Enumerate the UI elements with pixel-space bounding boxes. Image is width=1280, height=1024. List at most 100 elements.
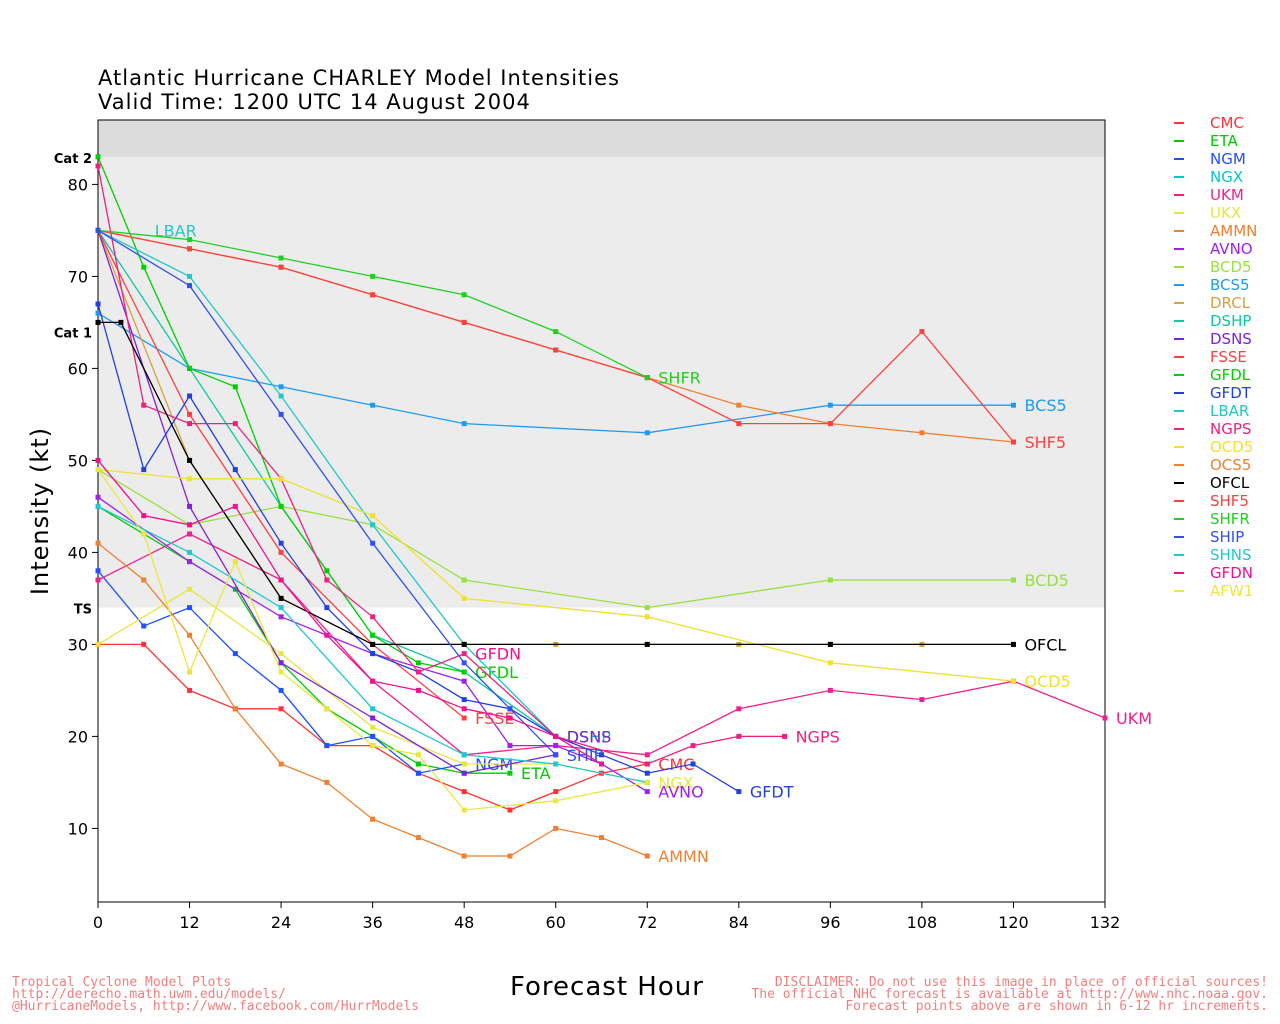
- data-point: [461, 641, 467, 647]
- data-point: [187, 421, 193, 427]
- data-point: [690, 743, 696, 749]
- data-point: [95, 227, 101, 233]
- data-point: [324, 577, 330, 583]
- data-point: [95, 540, 101, 546]
- footer-credits: Tropical Cyclone Model Plots http://dere…: [12, 976, 419, 1013]
- data-point: [827, 641, 833, 647]
- data-point: [553, 761, 559, 767]
- data-point: [95, 641, 101, 647]
- data-point: [232, 384, 238, 390]
- data-point: [95, 503, 101, 509]
- data-point: [324, 706, 330, 712]
- x-tick-label: 12: [179, 913, 199, 932]
- data-point: [324, 779, 330, 785]
- legend-label: ETA: [1210, 132, 1238, 150]
- intensity-band: [98, 120, 1105, 157]
- series-line-ocd5: [97, 468, 1014, 682]
- data-point: [187, 273, 193, 279]
- x-tick-label: 72: [637, 913, 657, 932]
- data-point: [461, 678, 467, 684]
- intensity-band: [98, 156, 1105, 332]
- data-point: [461, 292, 467, 298]
- data-point: [278, 651, 284, 657]
- series-line-gfdn: [97, 459, 602, 765]
- legend-item: AVNO: [1168, 240, 1280, 258]
- legend-swatch: [1174, 158, 1184, 160]
- data-point: [232, 503, 238, 509]
- data-point: [415, 687, 421, 693]
- series-end-label: NGX: [658, 773, 693, 792]
- x-tick-label: 60: [546, 913, 566, 932]
- data-point: [553, 347, 559, 353]
- data-point: [187, 687, 193, 693]
- data-point: [782, 733, 788, 739]
- legend-label: BCS5: [1210, 276, 1250, 294]
- series-end-label: FSSE: [475, 709, 514, 728]
- legend-label: SHF5: [1210, 492, 1249, 510]
- legend-item: SHFR: [1168, 510, 1280, 528]
- data-point: [187, 549, 193, 555]
- data-point: [736, 733, 742, 739]
- legend-item: NGX: [1168, 168, 1280, 186]
- data-point: [370, 743, 376, 749]
- legend-item: GFDL: [1168, 366, 1280, 384]
- data-point: [415, 761, 421, 767]
- y-tick-label: 20: [68, 727, 88, 746]
- data-point: [553, 733, 559, 739]
- data-point: [415, 770, 421, 776]
- data-point: [370, 816, 376, 822]
- data-point: [95, 319, 101, 325]
- data-point: [95, 163, 101, 169]
- data-point: [461, 807, 467, 813]
- data-point: [553, 752, 559, 758]
- data-point: [187, 605, 193, 611]
- data-point: [461, 853, 467, 859]
- data-point: [827, 660, 833, 666]
- data-point: [553, 743, 559, 749]
- data-point: [553, 329, 559, 335]
- data-point: [827, 687, 833, 693]
- data-point: [370, 522, 376, 528]
- data-point: [141, 467, 147, 473]
- intensity-band: [98, 331, 1105, 608]
- data-point: [370, 724, 376, 730]
- y-axis-title: Intensity (kt): [26, 427, 54, 595]
- footer-disclaimer-line: Forecast points above are shown in 6-12 …: [845, 999, 1268, 1014]
- y-tick-label: 60: [68, 359, 88, 378]
- legend-label: SHIP: [1210, 528, 1245, 546]
- data-point: [507, 807, 513, 813]
- data-point: [370, 733, 376, 739]
- data-point: [370, 292, 376, 298]
- series-end-label: UKM: [1116, 709, 1152, 728]
- data-point: [461, 770, 467, 776]
- data-point: [461, 651, 467, 657]
- legend-item: NGM: [1168, 150, 1280, 168]
- legend-swatch: [1174, 392, 1184, 394]
- plot-frame: [97, 119, 1106, 903]
- data-point: [370, 678, 376, 684]
- data-point: [95, 568, 101, 574]
- legend-item: GFDT: [1168, 384, 1280, 402]
- data-point: [644, 779, 650, 785]
- data-point: [278, 255, 284, 261]
- data-point: [324, 632, 330, 638]
- y-tick-label: 80: [68, 175, 88, 194]
- data-point: [278, 540, 284, 546]
- series-line-bcs5: [97, 312, 1014, 434]
- data-point: [644, 641, 650, 647]
- data-point: [187, 586, 193, 592]
- legend-item: OFCL: [1168, 474, 1280, 492]
- data-point: [141, 531, 147, 537]
- x-tick-label: 84: [729, 913, 749, 932]
- x-tick-label: 0: [93, 913, 103, 932]
- x-tick-label: 24: [271, 913, 291, 932]
- data-point: [370, 273, 376, 279]
- data-point: [324, 568, 330, 574]
- y-tick-label: 10: [68, 819, 88, 838]
- y-tick-label: 50: [68, 451, 88, 470]
- series-end-label: DSHP: [567, 727, 612, 746]
- data-point: [187, 365, 193, 371]
- data-point: [827, 577, 833, 583]
- data-point: [1010, 439, 1016, 445]
- data-point: [415, 835, 421, 841]
